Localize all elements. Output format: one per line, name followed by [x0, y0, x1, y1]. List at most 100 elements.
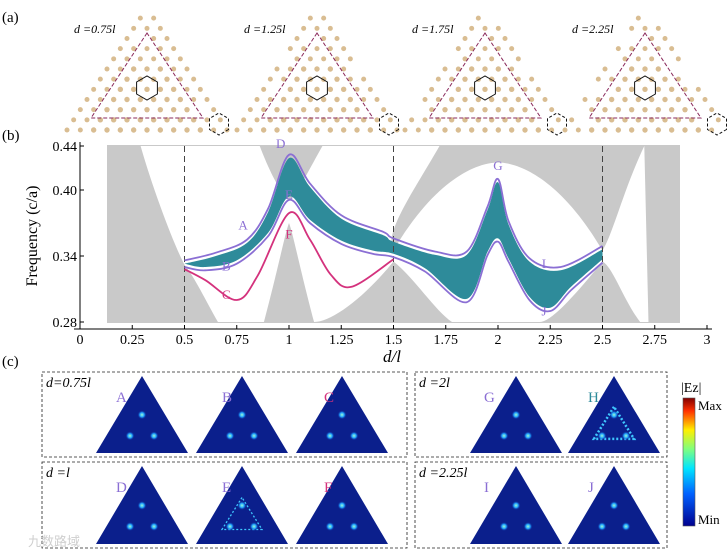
lattice-dot	[130, 66, 137, 72]
lattice-dot	[482, 127, 488, 133]
lattice-dot	[84, 117, 90, 123]
lattice-dot	[287, 127, 294, 133]
lattice-dot	[111, 76, 117, 82]
lattice-dot	[455, 106, 462, 113]
lattice-dot	[662, 96, 668, 103]
field-hotspot	[337, 500, 347, 510]
lattice-dot	[468, 86, 475, 93]
x-tick-label: 2	[495, 333, 502, 348]
lattice-dot	[662, 36, 668, 41]
lattice-dot	[287, 86, 294, 93]
field-letter: D	[116, 480, 127, 496]
lattice-dot	[260, 127, 267, 133]
lattice-dot	[157, 25, 163, 31]
lattice-dot	[341, 66, 347, 72]
lattice-dot	[164, 36, 170, 41]
lattice-dot	[381, 107, 387, 113]
lattice-dot	[334, 56, 340, 62]
field-group-label: d =l	[46, 466, 70, 481]
field-hotspot	[349, 521, 359, 531]
lattice-dot	[191, 97, 197, 102]
lattice-dot	[602, 106, 608, 113]
field-hotspot	[511, 410, 521, 420]
field-hotspot	[137, 500, 147, 510]
field-hotspot	[597, 521, 607, 531]
lattice-dot	[327, 127, 334, 133]
field-hotspot	[149, 521, 159, 531]
lattice-dot	[695, 127, 702, 133]
lattice-dot	[367, 127, 374, 133]
lattice-dot	[300, 66, 307, 72]
lattice-dot	[522, 127, 528, 133]
lattice-dot	[615, 106, 622, 113]
field-hotspot	[349, 431, 359, 441]
lattice-dot	[602, 127, 608, 133]
lattice-dot	[508, 127, 515, 133]
lattice-dot	[104, 66, 110, 72]
lattice-dot	[274, 66, 280, 72]
field-hotspot	[621, 521, 631, 531]
lattice-dot	[642, 46, 648, 52]
lattice-dot	[475, 96, 482, 103]
x-tick-label: 0	[77, 333, 84, 348]
y-tick-label: 0.40	[53, 184, 78, 199]
lattice-dot	[314, 66, 320, 72]
lattice-dot	[628, 86, 635, 93]
lattice-dot	[635, 96, 642, 103]
lattice-dot	[347, 76, 353, 82]
lattice-dot	[204, 97, 210, 102]
lattice-dot	[314, 106, 320, 113]
lattice-dot	[675, 56, 681, 62]
x-tick-label: 2.75	[643, 333, 668, 348]
lattice-dot	[642, 106, 648, 113]
lattice-dot	[177, 56, 183, 62]
lattice-dot	[469, 46, 475, 52]
purple-upper-curve	[184, 153, 603, 269]
lattice-dot	[555, 117, 561, 123]
lattice-dot	[84, 97, 90, 102]
lattice-dot	[307, 96, 314, 103]
lattice-dot	[642, 127, 648, 133]
lattice-dot	[709, 127, 715, 133]
lattice-dot	[367, 86, 373, 92]
lattice-dot	[184, 106, 190, 113]
lattice-dot	[234, 127, 240, 133]
lattice-tiles: d =0.75l d =1.25l d =1.75l d =2.25l	[64, 15, 727, 136]
y-axis-label: Frequency (c/a)	[24, 186, 41, 287]
field-hotspot	[523, 431, 533, 441]
lattice-dot	[144, 86, 150, 93]
field-letter: B	[222, 390, 232, 406]
lattice-dot	[668, 86, 675, 93]
lattice-dot	[609, 76, 615, 82]
lattice-dot	[340, 86, 347, 93]
lattice-dot	[522, 106, 528, 113]
lattice-dot	[151, 36, 157, 41]
field-hotspot	[511, 500, 521, 510]
lattice-dot	[615, 46, 621, 52]
colorbar: |Ez| Max Min	[681, 381, 722, 527]
panel-label-a: (a)	[2, 10, 19, 26]
field-hotspot	[220, 496, 264, 531]
lattice-dot	[455, 66, 461, 72]
lattice-dot	[144, 66, 150, 72]
lattice-dot	[615, 86, 622, 93]
lattice-dot	[455, 127, 462, 133]
lattice-dot	[254, 117, 260, 123]
lattice-dot	[428, 127, 435, 133]
lattice-dot	[381, 127, 387, 133]
lattice-dot	[347, 56, 353, 62]
field-hotspot	[225, 431, 235, 441]
lattice-dot	[204, 117, 210, 123]
lattice-dot	[117, 127, 124, 133]
field-letter: J	[588, 480, 594, 496]
colorbar-max-label: Max	[698, 398, 722, 413]
lattice-dot	[655, 106, 662, 113]
pink-curve	[184, 211, 394, 301]
field-group: d =l D E F	[41, 461, 408, 549]
lattice-dot	[415, 127, 421, 133]
lattice-dot	[502, 76, 508, 82]
point-label: D	[276, 136, 285, 151]
lattice-dot	[502, 96, 508, 103]
lattice-dot	[595, 76, 601, 82]
